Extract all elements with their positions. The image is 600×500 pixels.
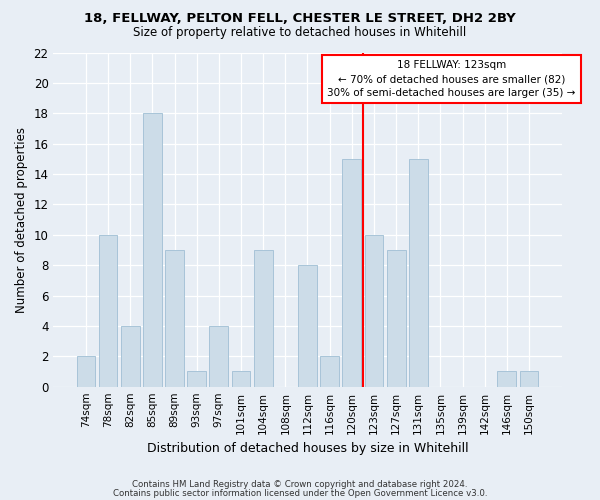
Bar [320,356,339,386]
Bar [77,356,95,386]
Bar [298,265,317,386]
Bar [232,372,250,386]
Bar [409,159,428,386]
Text: 18 FELLWAY: 123sqm
← 70% of detached houses are smaller (82)
30% of semi-detache: 18 FELLWAY: 123sqm ← 70% of detached hou… [327,60,575,98]
Text: Contains HM Land Registry data © Crown copyright and database right 2024.: Contains HM Land Registry data © Crown c… [132,480,468,489]
Bar [386,250,406,386]
Bar [365,235,383,386]
Bar [254,250,272,386]
X-axis label: Distribution of detached houses by size in Whitehill: Distribution of detached houses by size … [146,442,468,455]
Bar [165,250,184,386]
Bar [143,114,162,386]
Bar [98,235,118,386]
Bar [209,326,228,386]
Text: Contains public sector information licensed under the Open Government Licence v3: Contains public sector information licen… [113,488,487,498]
Text: 18, FELLWAY, PELTON FELL, CHESTER LE STREET, DH2 2BY: 18, FELLWAY, PELTON FELL, CHESTER LE STR… [84,12,516,26]
Text: Size of property relative to detached houses in Whitehill: Size of property relative to detached ho… [133,26,467,39]
Bar [187,372,206,386]
Bar [520,372,538,386]
Bar [497,372,516,386]
Bar [121,326,140,386]
Y-axis label: Number of detached properties: Number of detached properties [15,126,28,312]
Bar [343,159,361,386]
